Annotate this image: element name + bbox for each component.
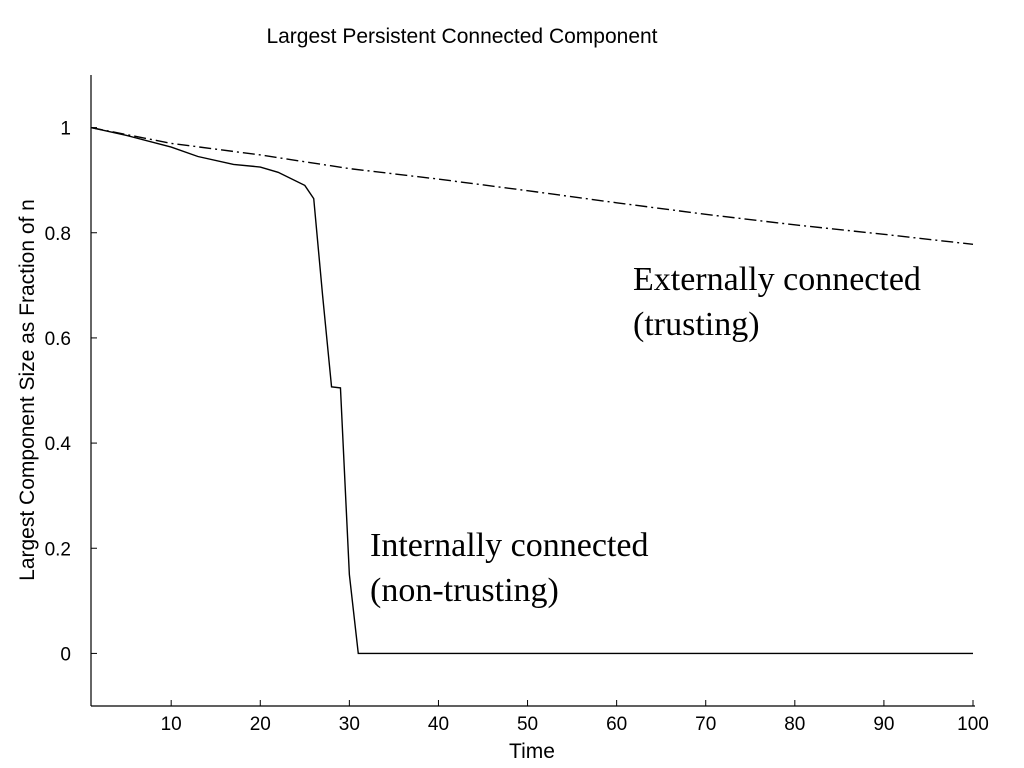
x-tick-label: 80 <box>784 714 805 735</box>
annotation: (non-trusting) <box>370 572 559 609</box>
y-tick-label: 0.6 <box>45 329 71 350</box>
x-axis-label: Time <box>509 740 555 763</box>
y-tick-label: 0.8 <box>45 224 71 245</box>
annotation: (trusting) <box>633 306 760 343</box>
x-tick-label: 20 <box>250 714 271 735</box>
x-tick-label: 10 <box>161 714 182 735</box>
annotation: Internally connected <box>370 527 648 564</box>
y-tick-label: 1 <box>60 119 71 140</box>
x-tick-label: 50 <box>517 714 538 735</box>
x-tick-label: 90 <box>873 714 894 735</box>
line-series <box>90 126 974 246</box>
x-tick-label: 70 <box>695 714 716 735</box>
x-tick-label: 60 <box>606 714 627 735</box>
annotation: Externally connected <box>633 261 921 298</box>
y-axis-label: Largest Component Size as Fraction of n <box>16 199 39 581</box>
x-tick-label: 100 <box>957 714 989 735</box>
y-tick-label: 0 <box>60 644 71 665</box>
y-tick-label: 0.2 <box>45 539 71 560</box>
chart-title: Largest Persistent Connected Component <box>266 25 657 48</box>
x-tick-label: 40 <box>428 714 449 735</box>
x-tick-label: 30 <box>339 714 360 735</box>
line-series <box>90 126 973 655</box>
y-tick-label: 0.4 <box>45 434 72 455</box>
